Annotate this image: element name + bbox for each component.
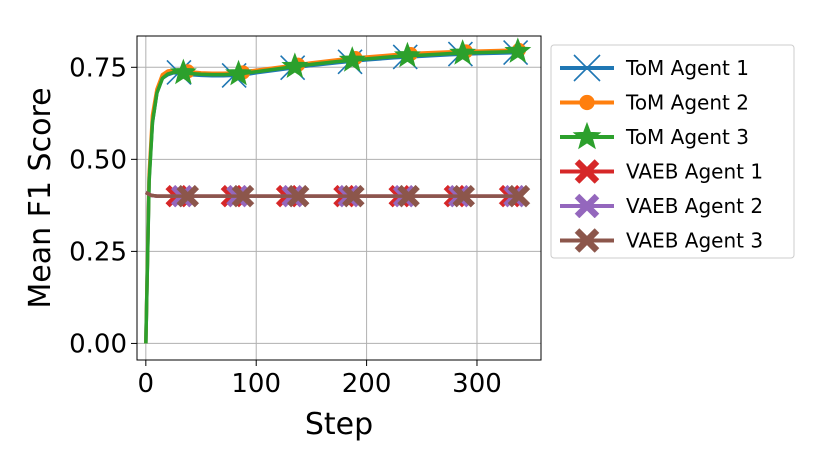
legend-label: VAEB Agent 3: [626, 229, 763, 253]
data-point: [397, 184, 420, 208]
y-axis-label: Mean F1 Score: [23, 87, 58, 308]
legend-item: VAEB Agent 3: [560, 228, 763, 253]
legend-label: ToM Agent 3: [625, 125, 749, 149]
x-tick-label: 300: [452, 369, 502, 399]
data-point: [338, 46, 366, 72]
legend-marker: [579, 94, 595, 111]
data-point: [281, 52, 309, 79]
legend-item: VAEB Agent 1: [560, 159, 763, 184]
y-tick-label: 0.00: [69, 329, 127, 359]
data-point: [169, 58, 197, 85]
x-tick-label: 200: [342, 369, 392, 399]
x-tick-label: 100: [231, 369, 281, 399]
data-point: [393, 41, 421, 68]
x-axis-label: Step: [305, 407, 373, 442]
legend: ToM Agent 1 ToM Agent 2 ToM Agent 3 VAEB Ag…: [550, 44, 795, 259]
legend-marker: [572, 121, 602, 150]
legend-item: ToM Agent 3: [560, 121, 749, 150]
legend-label: ToM Agent 2: [625, 91, 749, 115]
x-tick-label: 0: [138, 369, 155, 399]
legend-label: VAEB Agent 1: [626, 160, 763, 184]
y-tick-label: 0.50: [69, 145, 127, 175]
legend-marker: [574, 193, 600, 219]
legend-marker: [574, 228, 600, 253]
series-line: [145, 190, 522, 198]
series-3: [144, 37, 532, 344]
plot-frame: [136, 35, 542, 361]
legend-label: VAEB Agent 2: [626, 194, 763, 218]
data-point: [341, 184, 365, 208]
data-point: [507, 184, 531, 208]
legend-item: ToM Agent 2: [560, 91, 749, 115]
y-tick-label: 0.25: [69, 237, 127, 267]
y-tick-label: 0.75: [69, 53, 127, 83]
legend-label: ToM Agent 1: [625, 56, 749, 80]
ticks: 0 100 200 300 0.00 0.25 0.50 0.75: [69, 53, 502, 399]
legend-item: VAEB Agent 2: [560, 193, 763, 219]
data-point: [225, 59, 253, 86]
data-point: [449, 39, 477, 65]
legend-marker: [574, 159, 600, 184]
data-point: [286, 184, 310, 208]
grid: [137, 36, 541, 360]
data-point: [231, 184, 255, 208]
data-point: [176, 184, 200, 208]
data-point: [452, 184, 476, 208]
legend-marker: [573, 54, 601, 82]
data-point: [504, 37, 532, 63]
series-layer: [144, 37, 532, 344]
series-6: [145, 184, 531, 208]
legend-item: ToM Agent 1: [560, 54, 749, 82]
